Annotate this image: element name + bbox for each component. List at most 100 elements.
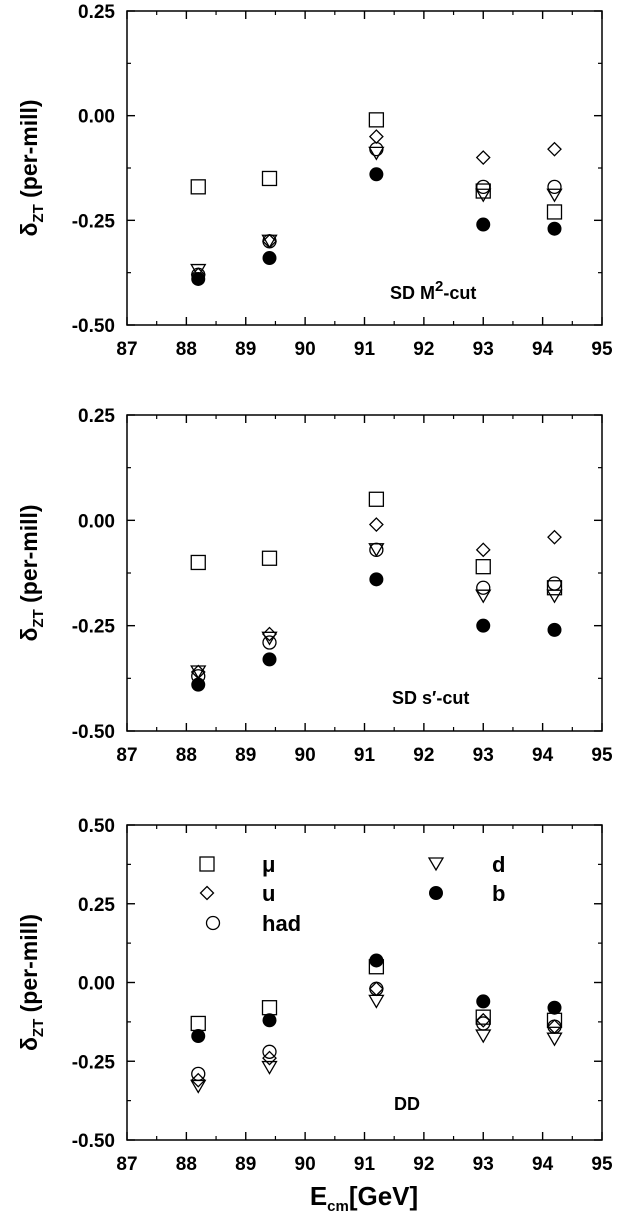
y-tick-label: 0.50 [78,816,115,837]
x-tick-label: 88 [176,745,197,766]
legend-label: d [492,852,505,877]
data-point-diamond [368,517,384,532]
y-axis-label-symbol: δ [16,628,42,642]
data-point-triangle-down [546,188,563,203]
data-point-square [368,491,385,507]
data-point-circle-filled [369,167,384,182]
data-point-circle-open [547,179,562,194]
data-point-circle-open [369,142,384,157]
data-point-diamond [475,150,491,165]
data-point-triangle-down [261,234,278,249]
data-point-square [190,554,206,571]
data-point-circle-open [369,981,384,996]
data-point-circle-filled [369,572,384,587]
data-point-square [261,1000,278,1016]
data-point-diamond [475,1012,491,1028]
y-axis-label: δZT (per-mill) [16,914,47,1051]
x-tick-label: 93 [473,745,494,766]
data-point-circle-filled [262,1013,277,1028]
legend-marker-circle-filled [429,886,443,900]
annotation-tail: -cut [443,283,476,303]
x-tick-label: 87 [116,745,137,766]
y-axis-label-symbol: δ [16,223,42,237]
data-point-square [368,112,385,128]
annotation-text: SD s′-cut [392,688,469,708]
x-tick-label: 95 [591,745,613,766]
x-tick-label: 89 [235,745,256,766]
data-point-square [475,1009,491,1025]
data-point-circle-open [262,635,277,650]
annotation-superscript: 2 [435,278,443,295]
y-tick-label: 0.25 [78,2,115,23]
data-point-triangle-down [368,146,385,161]
y-tick-label: 0.25 [78,895,115,916]
x-tick-label: 93 [473,1154,494,1175]
x-tick-label: 88 [176,339,197,360]
data-point-square [261,170,278,187]
legend-marker-triangle-down [427,857,445,872]
chart-panel-2: 87 88 89 90 91 92 93 94 95 -0.50 -0.25 0.00 0.25 δZT … [16,406,613,766]
x-axis-label-subscript: cm [327,1198,349,1215]
legend-label: μ [262,852,275,877]
y-tick-label: -0.25 [72,211,116,232]
data-point-diamond [547,141,562,157]
data-point-circle-open [262,1044,277,1059]
y-axis-label-subscript: ZT [30,204,47,222]
data-point-triangle-down [190,263,207,278]
y-axis-label-subscript: ZT [30,1019,47,1037]
x-tick-label: 94 [532,745,554,766]
x-axis-label-symbol: E [310,1181,327,1211]
y-tick-label: 0.00 [78,974,115,995]
chart-panel-3: 87 88 89 90 91 92 93 94 95 -0.50 -0.25 0.00 0.25 0.50… [16,816,613,1215]
data-point-square [475,183,491,199]
data-point-circle-filled [191,677,206,692]
annotation-text: DD [394,1094,420,1114]
x-tick-label: 88 [176,1154,197,1175]
data-point-circle-filled [547,221,562,236]
data-point-circle-filled [547,622,562,637]
x-tick-label: 94 [532,1154,554,1175]
data-point-diamond [547,529,562,545]
y-axis-label-unit: (per-mill) [16,99,42,204]
y-axis-label: δZT (per-mill) [16,504,47,641]
x-tick-label: 93 [473,339,494,360]
data-point-triangle-down [546,1032,563,1047]
data-point-circle-open [547,576,562,591]
data-point-circle-filled [547,1000,562,1015]
data-point-circle-open [547,1019,562,1034]
legend-marker-square [199,856,215,872]
y-axis-label-subscript: ZT [30,609,47,627]
y-axis-label-unit: (per-mill) [16,504,42,609]
data-point-triangle-down [475,1029,492,1044]
x-axis-label-unit: [GeV] [349,1181,418,1211]
data-point-circle-filled [262,251,277,266]
x-tick-label: 89 [235,339,256,360]
data-point-square [475,559,491,575]
y-axis-label: δZT (per-mill) [16,99,47,236]
x-tick-label: 92 [413,745,434,766]
data-point-circle-filled [191,1029,206,1044]
data-point-triangle-down [190,1079,207,1094]
data-point-circle-filled [369,953,384,968]
x-tick-label: 90 [295,339,316,360]
y-axis-label-unit: (per-mill) [16,914,42,1019]
panel-annotation: SD s′-cut [392,688,469,708]
data-point-circle-filled [476,994,491,1009]
x-tick-label: 90 [295,745,316,766]
y-tick-label: 0.25 [78,406,115,427]
y-tick-label: -0.25 [72,1052,116,1073]
legend-marker-circle-open [205,915,221,931]
data-point-circle-filled [476,217,491,232]
x-tick-label: 89 [235,1154,256,1175]
panel-annotation: SD M2-cut [390,278,476,303]
chart-panel-1: 87 88 89 90 91 92 93 94 95 -0.50 -0.25 0.00 0.25 δZT … [16,2,613,360]
y-tick-label: 0.00 [78,107,115,128]
data-point-diamond [475,542,491,558]
data-point-circle-filled [262,652,277,667]
data-point-square [190,179,206,195]
y-tick-label: -0.50 [72,722,115,743]
data-point-circle-open [262,234,277,249]
data-point-circle-open [476,179,491,194]
data-point-triangle-down [261,1060,278,1075]
